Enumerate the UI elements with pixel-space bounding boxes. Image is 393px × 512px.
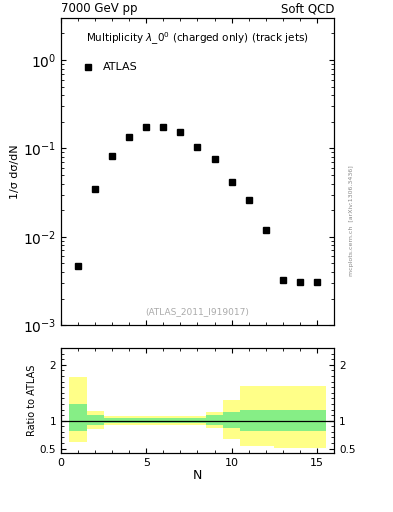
Text: ATLAS: ATLAS [103,62,138,72]
X-axis label: N: N [193,470,202,482]
Text: (ATLAS_2011_I919017): (ATLAS_2011_I919017) [145,307,250,316]
Text: Soft QCD: Soft QCD [281,3,334,15]
Text: mcplots.cern.ch  [arXiv:1306.3436]: mcplots.cern.ch [arXiv:1306.3436] [349,165,354,275]
Y-axis label: 1/σ dσ/dN: 1/σ dσ/dN [10,144,20,199]
Y-axis label: Ratio to ATLAS: Ratio to ATLAS [27,365,37,436]
Text: Multiplicity $\lambda$_0$^0$ (charged only) (track jets): Multiplicity $\lambda$_0$^0$ (charged on… [86,30,309,47]
Text: 7000 GeV pp: 7000 GeV pp [61,3,138,15]
